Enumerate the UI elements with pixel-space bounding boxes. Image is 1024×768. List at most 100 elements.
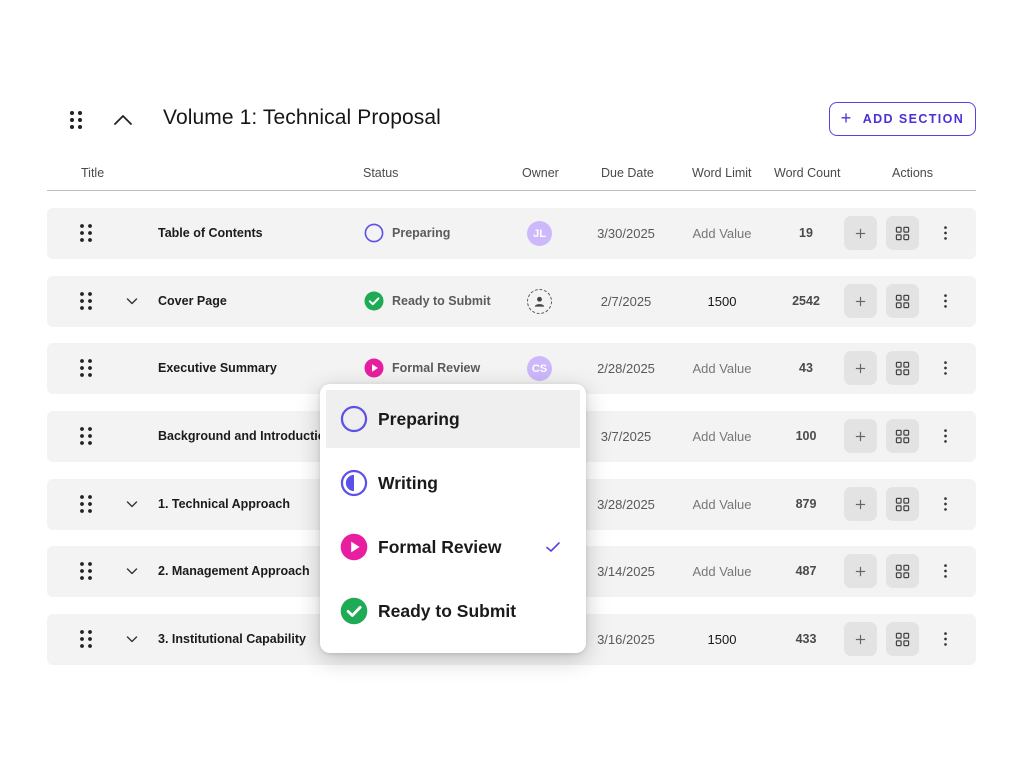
status-preparing-icon <box>340 405 368 433</box>
more-options-button[interactable] <box>938 425 952 447</box>
templates-button[interactable] <box>886 216 919 250</box>
templates-button[interactable] <box>886 351 919 385</box>
status-preparing-icon <box>364 223 384 243</box>
drag-handle-icon[interactable] <box>78 561 94 581</box>
status-selector[interactable]: Ready to Submit <box>364 291 491 311</box>
templates-button[interactable] <box>886 487 919 521</box>
plus-icon: + <box>840 108 853 128</box>
templates-button[interactable] <box>886 622 919 656</box>
kebab-menu-icon <box>943 361 947 375</box>
owner-avatar[interactable]: CS <box>527 356 552 381</box>
word-count: 879 <box>795 497 817 511</box>
templates-button[interactable] <box>886 554 919 588</box>
more-options-button[interactable] <box>938 560 952 582</box>
due-date[interactable]: 2/7/2025 <box>600 294 652 309</box>
status-option-writing[interactable]: Writing <box>326 454 580 512</box>
status-option-ready[interactable]: Ready to Submit <box>326 582 580 640</box>
plus-icon <box>855 634 866 644</box>
status-option-label: Ready to Submit <box>378 601 517 621</box>
kebab-menu-icon <box>943 564 947 578</box>
add-subsection-button[interactable] <box>844 216 877 250</box>
word-limit[interactable]: Add Value <box>692 497 752 512</box>
table-row[interactable]: Table of Contents Preparing JL 3/30/2025 Add… <box>47 208 976 259</box>
expand-chevron-icon[interactable] <box>125 564 139 578</box>
expand-chevron-icon[interactable] <box>125 294 139 308</box>
word-limit[interactable]: Add Value <box>692 361 752 376</box>
row-title[interactable]: Cover Page <box>158 294 227 308</box>
due-date[interactable]: 3/7/2025 <box>600 429 652 444</box>
status-review-icon <box>364 358 384 378</box>
plus-icon <box>855 296 866 306</box>
more-options-button[interactable] <box>938 628 952 650</box>
kebab-menu-icon <box>943 632 947 646</box>
column-header-title: Title <box>81 166 105 180</box>
more-options-button[interactable] <box>938 290 952 312</box>
status-ready-icon <box>340 597 368 625</box>
status-review-icon <box>340 533 368 561</box>
row-title[interactable]: Table of Contents <box>158 226 263 240</box>
drag-handle-icon[interactable] <box>78 291 94 311</box>
due-date[interactable]: 3/28/2025 <box>597 497 655 512</box>
status-selector[interactable]: Preparing <box>364 223 450 243</box>
add-subsection-button[interactable] <box>844 487 877 521</box>
word-count: 19 <box>799 226 813 240</box>
due-date[interactable]: 3/30/2025 <box>597 226 655 241</box>
grid-icon <box>895 361 910 375</box>
header-divider <box>47 190 976 191</box>
add-subsection-button[interactable] <box>844 284 877 318</box>
add-subsection-button[interactable] <box>844 419 877 453</box>
column-header-word-limit: Word Limit <box>692 166 752 180</box>
word-count: 433 <box>795 632 817 646</box>
status-option-label: Preparing <box>378 409 460 429</box>
add-subsection-button[interactable] <box>844 554 877 588</box>
column-header-status: Status <box>363 166 399 180</box>
row-title[interactable]: Background and Introduction <box>158 429 333 443</box>
status-selector[interactable]: Formal Review <box>364 358 480 378</box>
status-option-label: Formal Review <box>378 537 502 557</box>
word-limit[interactable]: 1500 <box>707 294 737 309</box>
grid-icon <box>895 226 910 240</box>
user-icon <box>534 296 545 307</box>
due-date[interactable]: 2/28/2025 <box>597 361 655 376</box>
word-limit[interactable]: Add Value <box>692 226 752 241</box>
kebab-menu-icon <box>943 429 947 443</box>
owner-avatar[interactable]: JL <box>527 221 552 246</box>
page-title: Volume 1: Technical Proposal <box>163 106 441 129</box>
more-options-button[interactable] <box>938 357 952 379</box>
status-option-preparing[interactable]: Preparing <box>326 390 580 448</box>
due-date[interactable]: 3/14/2025 <box>597 564 655 579</box>
assign-owner-button[interactable] <box>527 289 552 314</box>
drag-handle-icon[interactable] <box>78 223 94 243</box>
drag-handle-icon[interactable] <box>78 494 94 514</box>
expand-chevron-icon[interactable] <box>125 632 139 646</box>
drag-handle-icon[interactable] <box>78 629 94 649</box>
status-option-review[interactable]: Formal Review <box>326 518 580 576</box>
row-title[interactable]: 2. Management Approach <box>158 564 310 578</box>
plus-icon <box>855 566 866 576</box>
row-title[interactable]: 1. Technical Approach <box>158 497 290 511</box>
templates-button[interactable] <box>886 284 919 318</box>
add-section-button[interactable]: + ADD SECTION <box>829 102 976 136</box>
kebab-menu-icon <box>943 226 947 240</box>
collapse-chevron-icon[interactable] <box>111 108 135 132</box>
table-row[interactable]: Cover Page Ready to Submit 2/7/2025 1500 25… <box>47 276 976 327</box>
plus-icon <box>855 499 866 509</box>
add-subsection-button[interactable] <box>844 622 877 656</box>
drag-handle-icon[interactable] <box>78 358 94 378</box>
expand-chevron-icon[interactable] <box>125 497 139 511</box>
row-title[interactable]: 3. Institutional Capability <box>158 632 306 646</box>
more-options-button[interactable] <box>938 493 952 515</box>
word-limit[interactable]: Add Value <box>692 564 752 579</box>
due-date[interactable]: 3/16/2025 <box>597 632 655 647</box>
plus-icon <box>855 228 866 238</box>
kebab-menu-icon <box>943 497 947 511</box>
templates-button[interactable] <box>886 419 919 453</box>
more-options-button[interactable] <box>938 222 952 244</box>
word-limit[interactable]: 1500 <box>707 632 737 647</box>
drag-handle-icon[interactable] <box>78 426 94 446</box>
row-title[interactable]: Executive Summary <box>158 361 277 375</box>
column-header-word-count: Word Count <box>774 166 841 180</box>
add-subsection-button[interactable] <box>844 351 877 385</box>
word-limit[interactable]: Add Value <box>692 429 752 444</box>
drag-handle-icon[interactable] <box>66 110 86 130</box>
